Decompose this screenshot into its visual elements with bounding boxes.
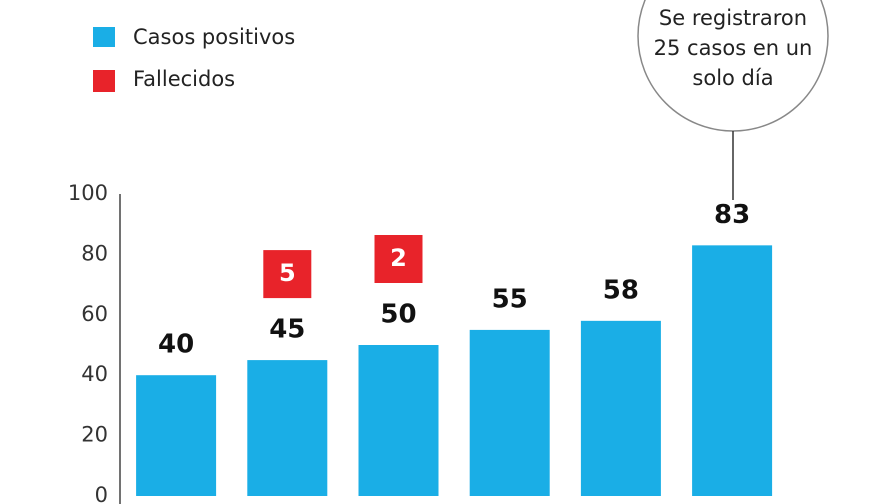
- y-tick-label: 40: [81, 362, 108, 386]
- bar: [469, 329, 550, 496]
- legend-swatch: [93, 27, 115, 47]
- value-label: 58: [603, 275, 639, 305]
- annotation: Se registraron 25 casos en un solo día: [653, 6, 813, 90]
- bar: [692, 245, 773, 496]
- y-tick-label: 100: [68, 181, 108, 205]
- value-label: 83: [714, 200, 750, 230]
- bar: [247, 360, 328, 496]
- legend-swatch: [93, 70, 115, 92]
- death-label: 2: [390, 244, 407, 272]
- value-label: 55: [492, 284, 528, 314]
- death-label: 5: [279, 259, 296, 287]
- death-box: [374, 235, 423, 283]
- value-label: 40: [158, 330, 194, 360]
- legend-label: Casos positivos: [133, 25, 295, 49]
- bar: [358, 345, 439, 496]
- bar: [136, 375, 217, 496]
- y-tick-label: 80: [81, 241, 108, 265]
- value-label: 45: [269, 315, 305, 345]
- y-tick-label: 0: [95, 483, 108, 504]
- y-tick-label: 20: [81, 423, 108, 447]
- y-tick-label: 60: [81, 302, 108, 326]
- bar: [580, 320, 661, 496]
- death-box: [263, 250, 312, 299]
- legend-label: Fallecidos: [133, 67, 235, 91]
- value-label: 50: [380, 300, 416, 330]
